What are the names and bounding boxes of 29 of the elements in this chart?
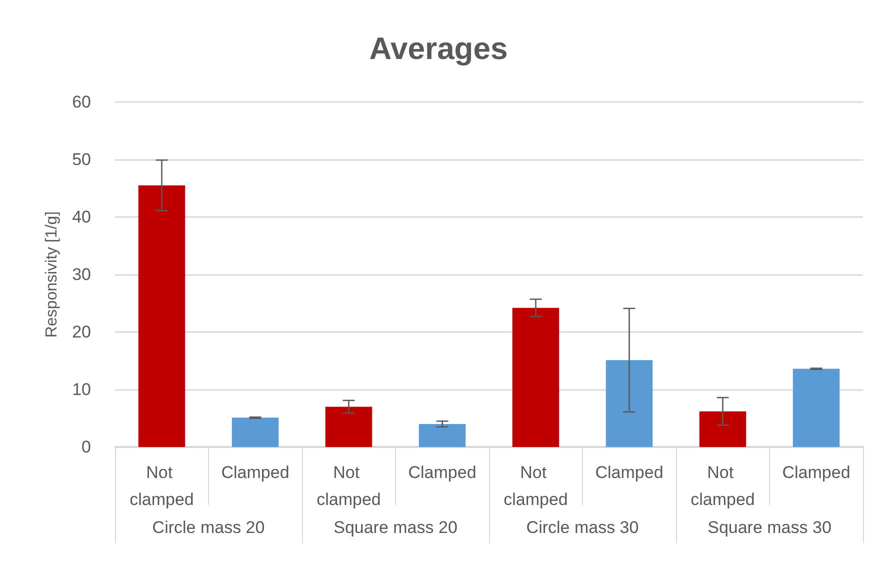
y-tick-label: 30 xyxy=(72,265,91,284)
bar xyxy=(138,185,186,447)
bar xyxy=(418,424,466,447)
bar xyxy=(606,360,653,447)
x-tick-label: Clamped xyxy=(221,463,290,482)
y-axis-title: Responsivity [1/g] xyxy=(44,211,60,338)
text: Square mass 20 xyxy=(334,518,458,537)
text: Circle mass 20 xyxy=(152,518,265,537)
bar xyxy=(512,308,560,447)
bar xyxy=(325,406,372,447)
x-tick-label: Not clamped xyxy=(130,463,194,509)
x-tick-label: Clamped xyxy=(595,463,664,482)
y-tick-label: 0 xyxy=(82,438,91,456)
y-tick-label: 60 xyxy=(72,92,91,112)
bar xyxy=(232,418,279,447)
x-tick-label: Clamped xyxy=(408,463,476,482)
x-tick-label: Not clamped xyxy=(690,463,755,509)
y-tick-label: 40 xyxy=(72,208,91,226)
bar xyxy=(792,368,840,447)
x-tick-label: Not clamped xyxy=(504,463,568,509)
y-tick-label: 50 xyxy=(72,150,91,169)
text: Circle mass 30 xyxy=(526,518,639,537)
y-tick-label: 20 xyxy=(72,322,91,342)
text: Square mass 30 xyxy=(708,518,832,537)
bar xyxy=(699,411,746,447)
y-tick-label: 10 xyxy=(72,380,91,399)
chart-title: Averages xyxy=(369,31,508,66)
x-tick-label: Clamped xyxy=(782,463,850,482)
x-tick-label: Not clamped xyxy=(316,463,381,509)
